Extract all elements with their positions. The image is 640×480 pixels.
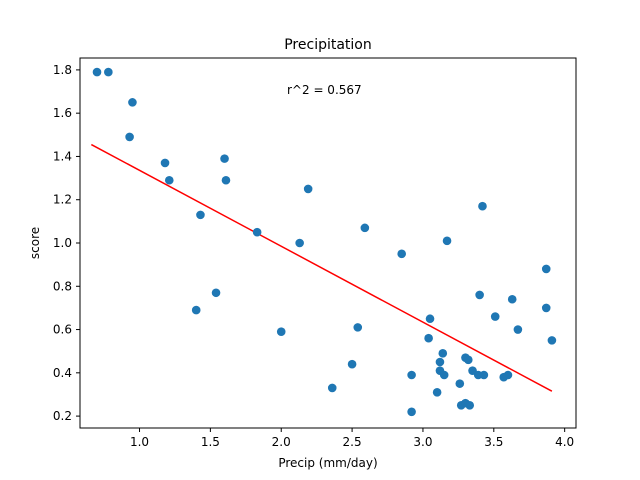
y-tick-label: 1.4 [53, 149, 72, 163]
data-point-44 [507, 294, 517, 304]
y-tick-label: 0.2 [53, 409, 72, 423]
data-point-0 [92, 67, 102, 77]
plot-area [80, 58, 576, 428]
data-point-29 [442, 236, 452, 246]
data-point-17 [353, 323, 363, 332]
data-point-13 [295, 238, 304, 248]
data-point-47 [541, 303, 551, 313]
x-axis-label: Precip (mm/day) [278, 456, 377, 470]
data-point-46 [541, 264, 551, 274]
x-tick-label: 2.5 [343, 435, 362, 449]
y-tick-label: 1.8 [53, 63, 72, 77]
data-point-45 [513, 325, 523, 334]
data-point-28 [439, 370, 449, 380]
data-point-43 [503, 370, 513, 380]
chart-title: Precipitation [284, 37, 372, 53]
x-axis: 1.0 1.5 2.0 2.5 3.0 3.5 4.0 [130, 428, 574, 449]
points-layer [92, 67, 557, 417]
data-point-6 [196, 210, 205, 220]
x-tick-label: 2.0 [272, 435, 291, 449]
y-tick-label: 0.6 [53, 323, 72, 337]
data-point-11 [252, 227, 262, 237]
r-squared-annotation: r^2 = 0.567 [287, 83, 362, 97]
data-point-14 [303, 184, 313, 194]
y-tick-label: 0.8 [53, 279, 72, 293]
fit-line [90, 143, 553, 392]
data-point-16 [347, 359, 357, 369]
x-tick-label: 3.5 [484, 435, 503, 449]
data-point-38 [479, 370, 489, 380]
fit-line-layer [90, 143, 553, 392]
x-tick-label: 1.0 [130, 435, 149, 449]
data-point-4 [160, 158, 170, 168]
data-point-35 [463, 355, 473, 365]
data-point-39 [475, 290, 484, 300]
x-tick-label: 4.0 [555, 435, 574, 449]
y-tick-label: 1.0 [53, 236, 72, 250]
y-tick-label: 1.2 [53, 193, 72, 207]
data-point-1 [104, 67, 113, 77]
data-point-10 [191, 305, 201, 315]
data-point-8 [221, 175, 231, 185]
data-point-9 [211, 288, 221, 298]
data-point-33 [465, 400, 475, 410]
data-point-27 [438, 349, 448, 358]
data-point-2 [128, 98, 137, 107]
data-point-25 [435, 357, 445, 367]
data-point-15 [327, 383, 337, 393]
data-point-48 [547, 336, 557, 345]
data-point-30 [455, 379, 465, 388]
data-point-24 [432, 387, 442, 397]
data-point-21 [407, 407, 416, 417]
y-tick-label: 1.6 [53, 106, 72, 120]
data-point-18 [360, 223, 370, 233]
data-point-12 [276, 327, 286, 337]
data-point-7 [220, 154, 229, 163]
data-point-40 [478, 201, 487, 211]
y-tick-label: 0.4 [53, 366, 72, 380]
data-point-22 [424, 333, 433, 343]
y-axis: 0.2 0.4 0.6 0.8 1.0 1.2 1.4 1.6 1.8 [53, 63, 80, 423]
data-point-19 [397, 249, 406, 259]
x-tick-label: 3.0 [413, 435, 432, 449]
y-axis-label: score [28, 227, 42, 259]
data-point-23 [425, 314, 435, 324]
data-point-5 [164, 175, 174, 185]
data-point-20 [407, 370, 416, 380]
x-tick-label: 1.5 [201, 435, 220, 449]
data-point-41 [490, 312, 500, 321]
data-point-3 [125, 132, 134, 142]
